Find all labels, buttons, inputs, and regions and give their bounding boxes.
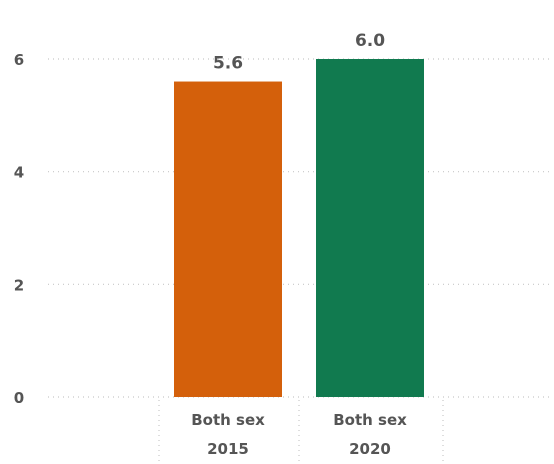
y-tick-label: 0 — [14, 389, 24, 407]
y-tick-label: 4 — [14, 164, 24, 182]
y-tick-label: 6 — [14, 51, 24, 69]
data-label: 5.6 — [213, 54, 243, 74]
x-axis-ticks: Both sex 2015 Both sex 2020 — [191, 411, 407, 458]
data-labels: 5.6 6.0 — [213, 31, 385, 74]
x-tick-label: Both sex — [333, 411, 407, 429]
bar-0 — [174, 81, 282, 398]
x-tick-label: 2020 — [349, 440, 391, 458]
x-tick-label: 2015 — [207, 440, 249, 458]
y-tick-label: 2 — [14, 276, 24, 294]
x-tick-label: Both sex — [191, 411, 265, 429]
gridlines — [48, 58, 550, 462]
bars — [174, 59, 424, 398]
y-axis-ticks: 0 2 4 6 — [14, 51, 24, 407]
bar-1 — [316, 59, 424, 397]
data-label: 6.0 — [355, 31, 385, 51]
